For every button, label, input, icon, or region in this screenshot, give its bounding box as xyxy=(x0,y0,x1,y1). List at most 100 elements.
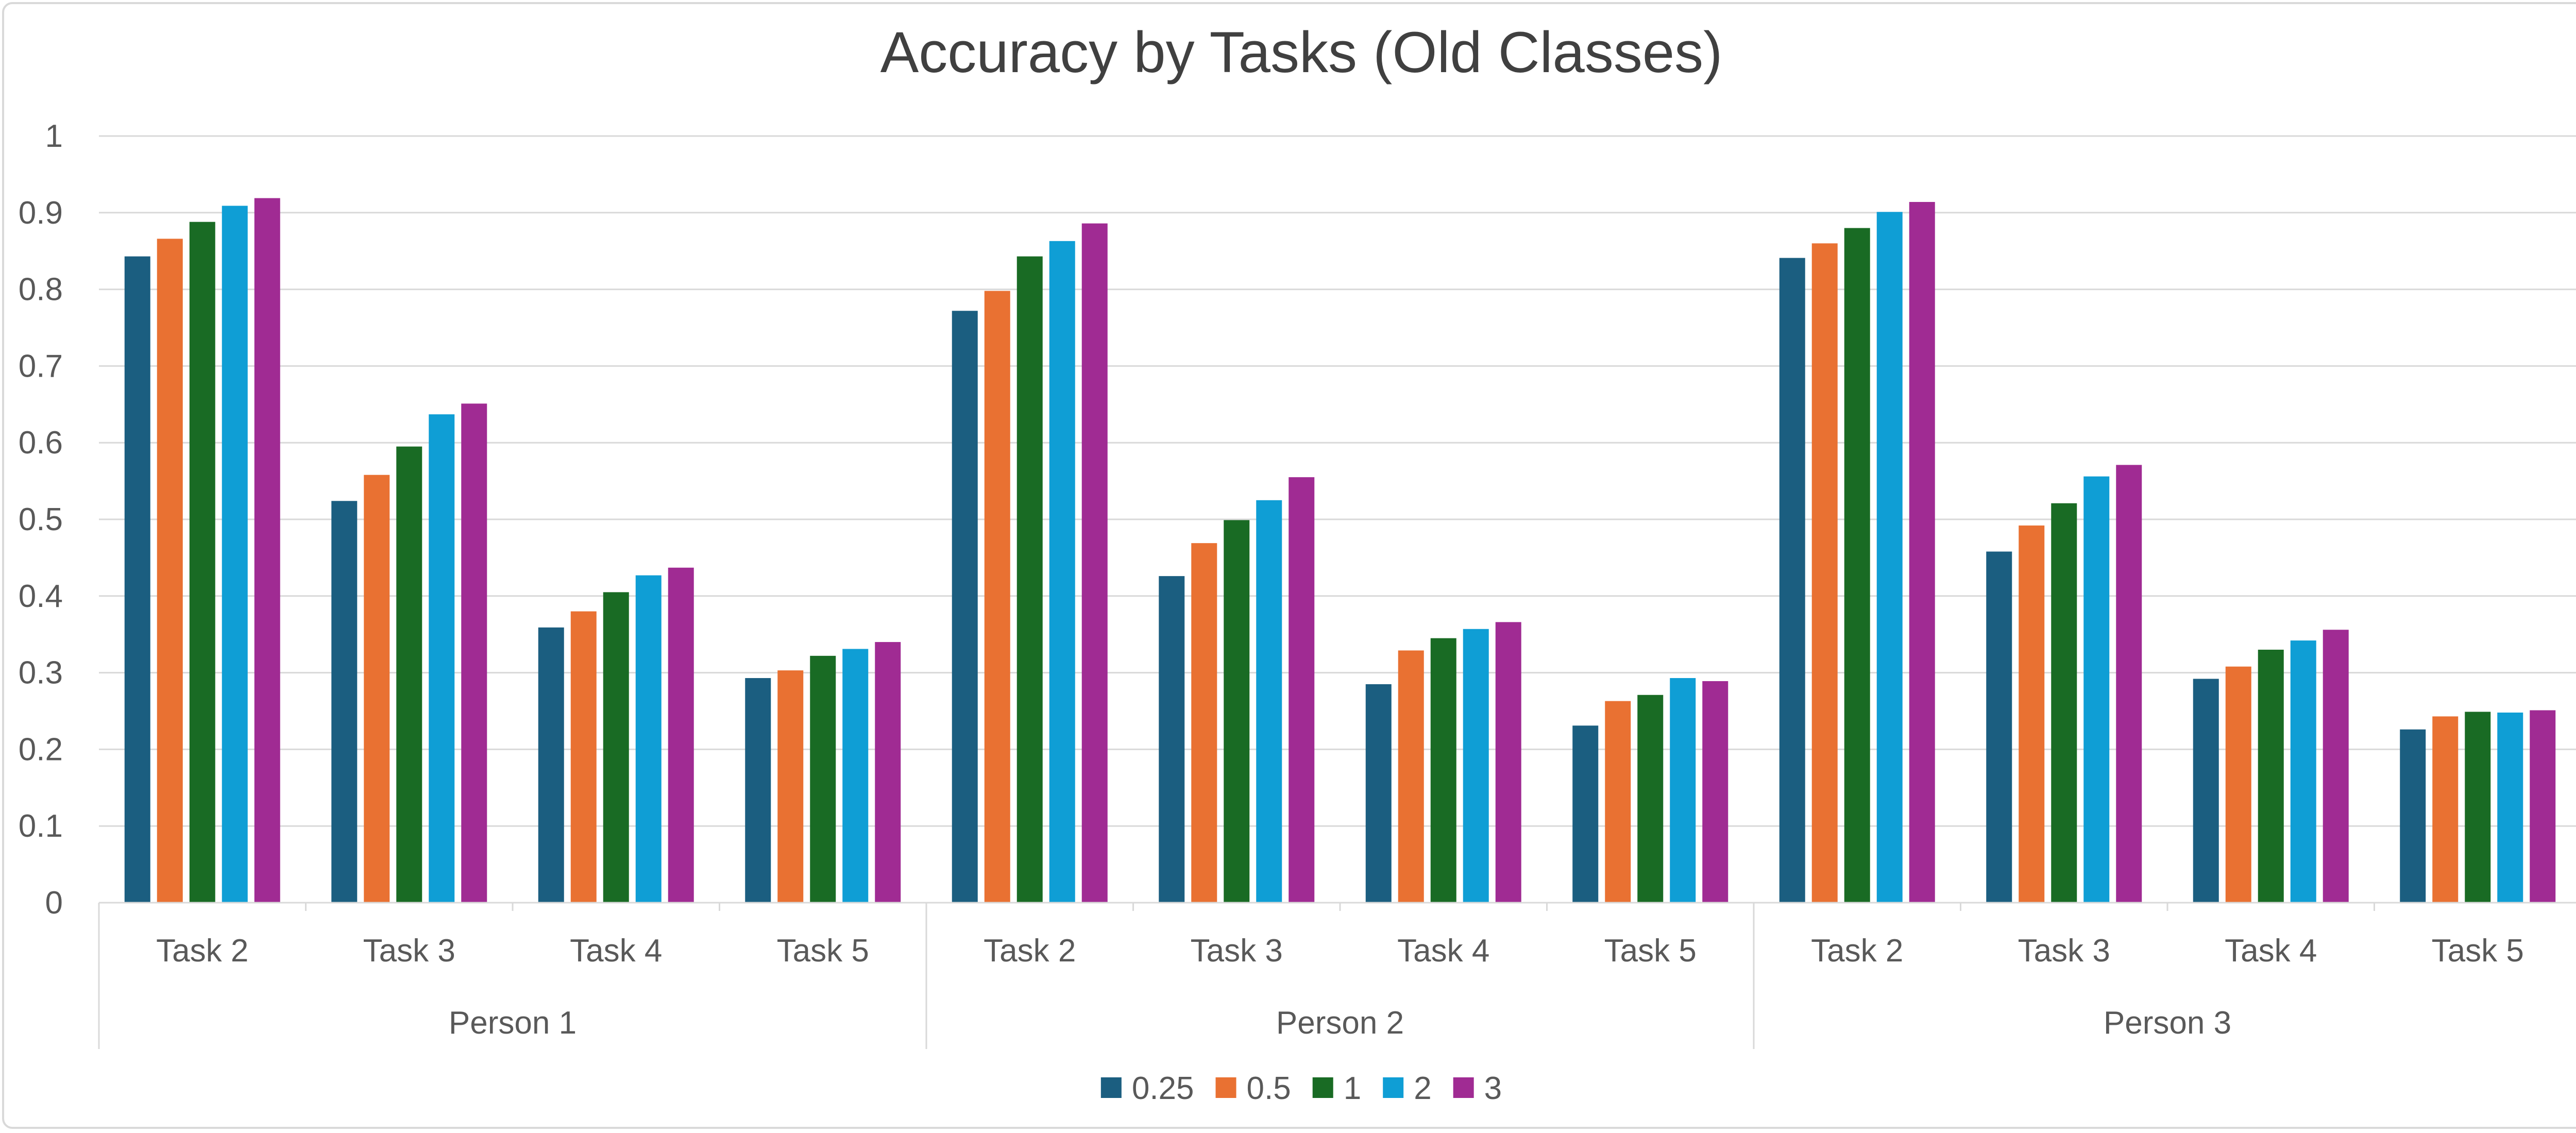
legend-item: 0.5 xyxy=(1215,1071,1291,1106)
y-tick-label: 0.2 xyxy=(19,732,63,767)
category-label: Task 5 xyxy=(1604,933,1697,969)
y-tick-label: 0.3 xyxy=(19,655,63,691)
legend-swatch xyxy=(1312,1077,1333,1098)
bar xyxy=(124,256,150,903)
category-label: Task 4 xyxy=(2225,933,2317,969)
bar xyxy=(189,222,215,903)
bar xyxy=(331,501,358,903)
bar xyxy=(1365,684,1392,903)
bar xyxy=(2116,465,2142,903)
bar xyxy=(2530,710,2556,903)
bar xyxy=(984,291,1010,903)
legend-item: 1 xyxy=(1312,1071,1361,1106)
bar xyxy=(1289,477,1315,903)
category-label: Task 5 xyxy=(777,933,869,969)
y-tick-label: 1 xyxy=(45,119,63,154)
category-label: Task 3 xyxy=(2018,933,2110,969)
bar xyxy=(2323,630,2349,903)
bar xyxy=(2290,640,2316,903)
bar xyxy=(1572,725,1599,903)
category-label: Task 2 xyxy=(156,933,248,969)
bar xyxy=(603,592,629,903)
bar xyxy=(254,198,280,903)
y-tick-label: 0.8 xyxy=(19,272,63,308)
category-label: Task 4 xyxy=(570,933,662,969)
legend-label: 0.25 xyxy=(1132,1071,1194,1106)
bar xyxy=(429,414,455,903)
y-tick-label: 0.5 xyxy=(19,502,63,537)
legend-swatch xyxy=(1383,1077,1404,1098)
bar xyxy=(1670,678,1696,903)
y-tick-label: 0.6 xyxy=(19,425,63,461)
category-label: Task 3 xyxy=(363,933,455,969)
bar xyxy=(2051,503,2077,903)
bar xyxy=(1702,681,1728,903)
legend-label: 0.5 xyxy=(1247,1071,1291,1106)
bar xyxy=(1811,243,1838,903)
bar xyxy=(1224,520,1250,903)
bar xyxy=(396,446,422,903)
bar xyxy=(364,475,390,903)
y-tick-label: 0.4 xyxy=(19,579,63,614)
bar xyxy=(1495,622,1521,903)
y-tick-label: 0.9 xyxy=(19,195,63,231)
category-label: Task 4 xyxy=(1397,933,1489,969)
legend-label: 2 xyxy=(1414,1071,1431,1106)
legend-swatch xyxy=(1100,1077,1122,1098)
chart-title: Accuracy by Tasks (Old Classes) xyxy=(880,20,1723,84)
y-tick-label: 0.1 xyxy=(19,808,63,844)
bar xyxy=(1909,201,1935,903)
group-label: Person 3 xyxy=(2104,1005,2231,1041)
bar xyxy=(1986,551,2012,903)
bar xyxy=(1049,241,1075,903)
bar xyxy=(570,611,597,903)
legend-swatch xyxy=(1215,1077,1236,1098)
y-tick-label: 0 xyxy=(45,885,63,921)
bar xyxy=(777,670,804,903)
bar xyxy=(1605,701,1631,903)
y-axis-tick-labels: 0 0.1 0.2 0.3 0.4 0.5 0.6 0.7 0.8 0.9 1 xyxy=(19,119,63,921)
y-tick-label: 0.7 xyxy=(19,348,63,384)
bar xyxy=(875,642,901,903)
bar xyxy=(1081,223,1108,903)
bar xyxy=(2465,712,2491,903)
bar xyxy=(842,649,869,903)
category-label: Task 2 xyxy=(984,933,1076,969)
bar xyxy=(635,575,662,903)
legend-label: 1 xyxy=(1344,1071,1361,1106)
legend-label: 3 xyxy=(1484,1071,1502,1106)
bar xyxy=(2258,649,2284,903)
bar xyxy=(1256,500,1282,903)
category-label: Task 2 xyxy=(1811,933,1903,969)
legend-item: 0.25 xyxy=(1100,1071,1194,1106)
x-axis: Task 2 Task 3 Task 4 Task 5 Task 2 Task 3 Task… xyxy=(98,902,2576,1049)
bar xyxy=(157,239,183,903)
bar xyxy=(810,655,836,903)
bar xyxy=(668,567,694,903)
bar xyxy=(538,627,564,903)
legend: 0.25 0.5 1 2 3 xyxy=(1100,1071,1502,1106)
group-label: Person 1 xyxy=(449,1005,577,1041)
bar xyxy=(2400,729,2426,903)
legend-item: 3 xyxy=(1453,1071,1502,1106)
legend-swatch xyxy=(1453,1077,1474,1098)
bar xyxy=(461,403,487,903)
bar xyxy=(952,311,978,903)
bar xyxy=(1016,256,1043,903)
bar xyxy=(745,678,771,903)
bar xyxy=(1463,629,1489,903)
bar xyxy=(2083,476,2110,903)
bar xyxy=(1159,576,1185,903)
category-label: Task 3 xyxy=(1191,933,1283,969)
bars xyxy=(124,198,2556,903)
group-label: Person 2 xyxy=(1276,1005,1404,1041)
bar xyxy=(1779,258,1805,903)
bar xyxy=(1637,695,1664,903)
bar xyxy=(2225,666,2251,903)
legend-item: 2 xyxy=(1383,1071,1432,1106)
bar xyxy=(2193,679,2219,903)
bar xyxy=(1398,650,1424,903)
bar xyxy=(1430,638,1456,903)
bar xyxy=(2497,712,2523,903)
